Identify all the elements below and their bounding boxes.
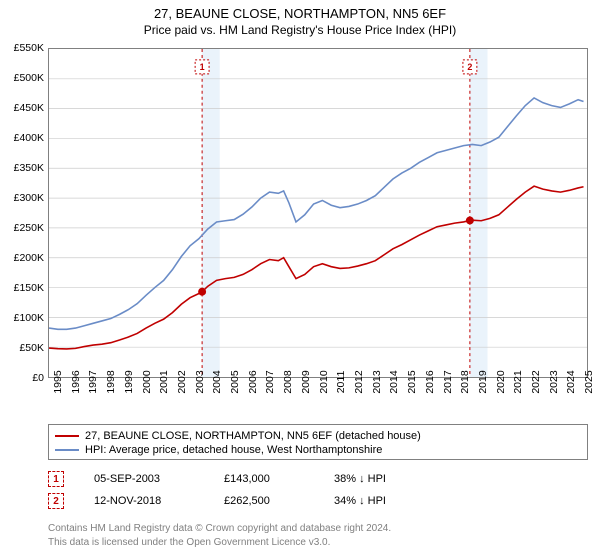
x-tick-label: 2000 bbox=[141, 370, 153, 393]
x-tick-label: 2010 bbox=[318, 370, 330, 393]
x-tick-label: 2019 bbox=[477, 370, 489, 393]
x-tick-label: 1999 bbox=[123, 370, 135, 393]
y-tick-label: £350K bbox=[14, 162, 44, 174]
legend-label: 27, BEAUNE CLOSE, NORTHAMPTON, NN5 6EF (… bbox=[85, 430, 421, 442]
footer-line: This data is licensed under the Open Gov… bbox=[48, 536, 588, 550]
x-tick-label: 2002 bbox=[176, 370, 188, 393]
y-tick-label: £50K bbox=[19, 342, 44, 354]
y-tick-label: £550K bbox=[14, 42, 44, 54]
svg-text:1: 1 bbox=[200, 62, 205, 72]
y-tick-label: £300K bbox=[14, 192, 44, 204]
legend-label: HPI: Average price, detached house, West… bbox=[85, 444, 382, 456]
x-tick-label: 2013 bbox=[371, 370, 383, 393]
legend-swatch bbox=[55, 435, 79, 437]
x-tick-label: 2023 bbox=[548, 370, 560, 393]
x-tick-label: 1998 bbox=[105, 370, 117, 393]
x-tick-label: 2014 bbox=[388, 370, 400, 393]
x-tick-label: 2018 bbox=[459, 370, 471, 393]
x-tick-label: 2003 bbox=[194, 370, 206, 393]
x-tick-label: 2009 bbox=[300, 370, 312, 393]
chart-subtitle: Price paid vs. HM Land Registry's House … bbox=[0, 21, 600, 41]
sale-marker-icon: 2 bbox=[48, 493, 64, 509]
x-tick-label: 2016 bbox=[424, 370, 436, 393]
sale-price: £262,500 bbox=[224, 495, 304, 507]
legend-item-hpi: HPI: Average price, detached house, West… bbox=[55, 443, 581, 457]
x-tick-label: 2005 bbox=[229, 370, 241, 393]
x-tick-label: 1996 bbox=[70, 370, 82, 393]
sale-price: £143,000 bbox=[224, 473, 304, 485]
x-tick-label: 2001 bbox=[158, 370, 170, 393]
x-tick-label: 2025 bbox=[583, 370, 595, 393]
x-tick-label: 2022 bbox=[530, 370, 542, 393]
x-tick-label: 2017 bbox=[442, 370, 454, 393]
x-tick-label: 1997 bbox=[87, 370, 99, 393]
x-tick-label: 2012 bbox=[353, 370, 365, 393]
chart-svg: 12 bbox=[49, 49, 587, 377]
x-tick-label: 2020 bbox=[495, 370, 507, 393]
x-tick-label: 2021 bbox=[512, 370, 524, 393]
sale-date: 12-NOV-2018 bbox=[94, 495, 194, 507]
x-tick-label: 2015 bbox=[406, 370, 418, 393]
sale-date: 05-SEP-2003 bbox=[94, 473, 194, 485]
x-tick-label: 2006 bbox=[247, 370, 259, 393]
x-tick-label: 2024 bbox=[565, 370, 577, 393]
legend-swatch bbox=[55, 449, 79, 451]
y-tick-label: £400K bbox=[14, 132, 44, 144]
sales-list: 1 05-SEP-2003 £143,000 38% ↓ HPI 2 12-NO… bbox=[48, 468, 588, 512]
sale-marker-icon: 1 bbox=[48, 471, 64, 487]
legend-item-property: 27, BEAUNE CLOSE, NORTHAMPTON, NN5 6EF (… bbox=[55, 429, 581, 443]
sale-row: 1 05-SEP-2003 £143,000 38% ↓ HPI bbox=[48, 468, 588, 490]
y-tick-label: £100K bbox=[14, 312, 44, 324]
footer-line: Contains HM Land Registry data © Crown c… bbox=[48, 522, 588, 536]
svg-text:2: 2 bbox=[467, 62, 472, 72]
sale-pct-vs-hpi: 38% ↓ HPI bbox=[334, 473, 434, 485]
y-tick-label: £450K bbox=[14, 102, 44, 114]
sale-row: 2 12-NOV-2018 £262,500 34% ↓ HPI bbox=[48, 490, 588, 512]
plot-area: 12 bbox=[48, 48, 588, 378]
y-tick-label: £0 bbox=[32, 372, 44, 384]
x-tick-label: 2004 bbox=[211, 370, 223, 393]
x-tick-label: 2011 bbox=[335, 371, 347, 394]
y-tick-label: £500K bbox=[14, 72, 44, 84]
y-tick-label: £250K bbox=[14, 222, 44, 234]
footer-attribution: Contains HM Land Registry data © Crown c… bbox=[48, 522, 588, 549]
x-tick-label: 2007 bbox=[264, 370, 276, 393]
y-tick-label: £200K bbox=[14, 252, 44, 264]
legend: 27, BEAUNE CLOSE, NORTHAMPTON, NN5 6EF (… bbox=[48, 424, 588, 460]
x-tick-label: 1995 bbox=[52, 370, 64, 393]
chart-title: 27, BEAUNE CLOSE, NORTHAMPTON, NN5 6EF bbox=[0, 0, 600, 21]
y-tick-label: £150K bbox=[14, 282, 44, 294]
sale-pct-vs-hpi: 34% ↓ HPI bbox=[334, 495, 434, 507]
x-tick-label: 2008 bbox=[282, 370, 294, 393]
